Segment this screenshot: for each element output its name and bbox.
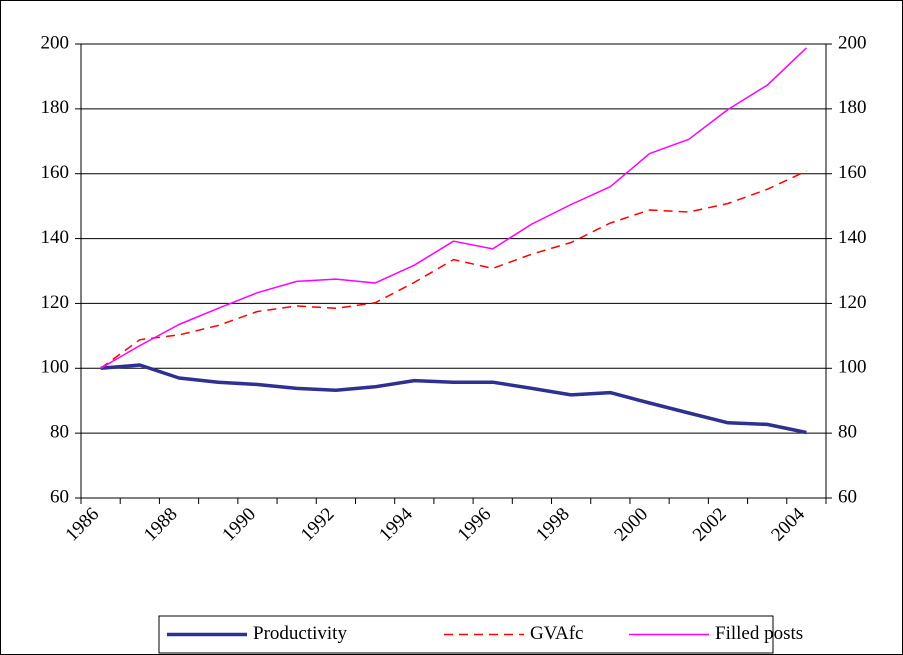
y-tick-label: 100	[41, 357, 70, 378]
y-tick-label: 120	[41, 292, 70, 313]
y2-tick-label: 100	[838, 357, 867, 378]
y-tick-label: 200	[41, 32, 70, 53]
y2-tick-label: 120	[838, 292, 867, 313]
legend-label: Productivity	[253, 623, 347, 644]
series-line	[100, 47, 807, 369]
series-line	[100, 363, 807, 435]
y-tick-label: 180	[41, 97, 70, 118]
legend-label: GVAfc	[530, 623, 583, 644]
y2-tick-label: 60	[838, 486, 857, 507]
y-tick-label: 80	[50, 422, 69, 443]
series-line	[100, 170, 807, 369]
y2-tick-label: 140	[838, 227, 867, 248]
y2-tick-label: 200	[838, 32, 867, 53]
y2-tick-label: 160	[838, 162, 867, 183]
y-tick-label: 140	[41, 227, 70, 248]
y-tick-label: 160	[41, 162, 70, 183]
y2-tick-label: 80	[838, 422, 857, 443]
legend-label: Filled posts	[715, 623, 803, 644]
y2-tick-label: 180	[838, 97, 867, 118]
y-tick-label: 60	[50, 486, 69, 507]
